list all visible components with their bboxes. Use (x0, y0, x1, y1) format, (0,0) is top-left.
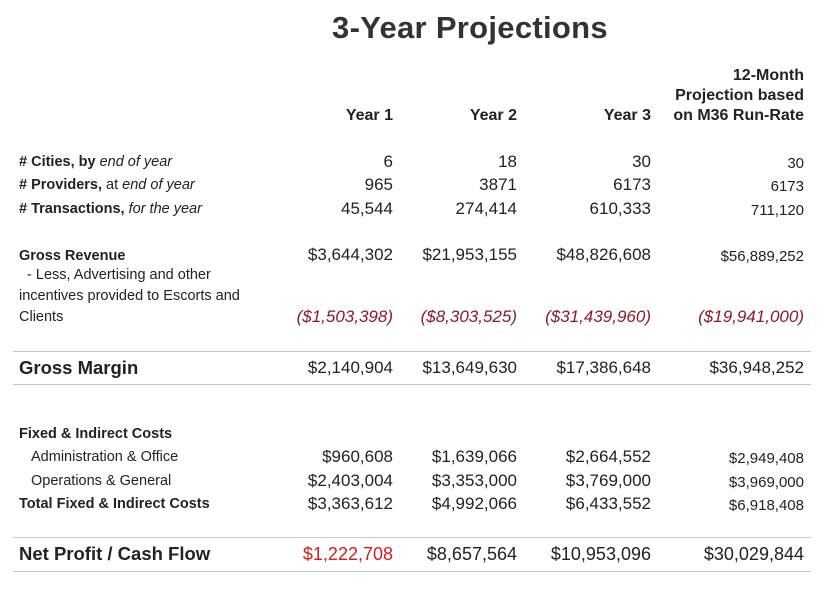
operations-general-proj: $3,969,000 (728, 474, 804, 491)
total-fixed-costs-y1: $3,363,612 (307, 494, 393, 513)
less-incentives-label-line1: - Less, Advertising and other (19, 267, 211, 283)
providers-y3: 6173 (613, 175, 651, 194)
divider-gross-margin-top (13, 351, 811, 352)
divider-net-profit-bottom (13, 571, 811, 572)
col-projection-header-line1: 12-Month (732, 67, 804, 84)
net-profit-proj: $30,029,844 (703, 544, 804, 564)
providers-y1: 965 (364, 175, 393, 194)
providers-proj: 6173 (770, 178, 804, 195)
gross-margin-label: Gross Margin (19, 357, 139, 378)
page-title: 3-Year Projections (332, 10, 608, 45)
total-fixed-costs-y2: $4,992,066 (431, 494, 517, 513)
col-projection-header-line2: Projection based (675, 87, 804, 104)
cities-y2: 18 (498, 152, 517, 171)
col-projection-header-line3: on M36 Run-Rate (673, 107, 804, 124)
gross-revenue-proj: $56,889,252 (720, 248, 804, 265)
gross-margin-y3: $17,386,648 (556, 358, 651, 377)
transactions-y3: 610,333 (589, 199, 651, 218)
fixed-costs-header: Fixed & Indirect Costs (19, 426, 173, 442)
less-incentives-proj: ($19,941,000) (698, 307, 804, 326)
net-profit-y2: $8,657,564 (426, 544, 517, 564)
less-incentives-y2: ($8,303,525) (420, 307, 517, 326)
gross-revenue-y2: $21,953,155 (422, 245, 517, 264)
cities-y1: 6 (383, 152, 393, 171)
col-year2-header: Year 2 (469, 107, 517, 124)
divider-gross-margin-bottom (13, 384, 811, 385)
total-fixed-costs-label: Total Fixed & Indirect Costs (19, 496, 210, 512)
gross-revenue-label: Gross Revenue (19, 248, 126, 264)
total-fixed-costs-proj: $6,918,408 (728, 497, 804, 514)
gross-margin-y1: $2,140,904 (307, 358, 393, 377)
admin-office-y2: $1,639,066 (431, 447, 517, 466)
gross-revenue-y3: $48,826,608 (556, 245, 651, 264)
less-incentives-label-line2: incentives provided to Escorts and (19, 288, 240, 304)
net-profit-label: Net Profit / Cash Flow (19, 543, 211, 564)
row-label-providers: # Providers, at end of year (19, 177, 195, 193)
net-profit-y3: $10,953,096 (550, 544, 651, 564)
gross-revenue-y1: $3,644,302 (307, 245, 393, 264)
operations-general-y2: $3,353,000 (431, 471, 517, 490)
admin-office-y3: $2,664,552 (565, 447, 651, 466)
col-year3-header: Year 3 (603, 107, 651, 124)
gross-margin-proj: $36,948,252 (709, 358, 804, 377)
gross-margin-y2: $13,649,630 (422, 358, 517, 377)
transactions-y2: 274,414 (455, 199, 517, 218)
transactions-y1: 45,544 (341, 199, 393, 218)
less-incentives-y1: ($1,503,398) (296, 307, 393, 326)
row-label-cities: # Cities, by end of year (19, 154, 173, 170)
less-incentives-label-line3: Clients (19, 309, 64, 325)
admin-office-y1: $960,608 (322, 447, 393, 466)
less-incentives-y3: ($31,439,960) (545, 307, 651, 326)
total-fixed-costs-y3: $6,433,552 (565, 494, 651, 513)
transactions-proj: 711,120 (750, 202, 804, 219)
net-profit-y1: $1,222,708 (302, 544, 393, 564)
row-label-transactions: # Transactions, for the year (19, 201, 202, 217)
admin-office-label: Administration & Office (31, 449, 179, 465)
divider-net-profit-top (13, 537, 811, 538)
operations-general-y3: $3,769,000 (565, 471, 651, 490)
cities-y3: 30 (632, 152, 651, 171)
cities-proj: 30 (787, 155, 804, 172)
operations-general-label: Operations & General (31, 473, 172, 489)
col-year1-header: Year 1 (345, 107, 393, 124)
admin-office-proj: $2,949,408 (728, 450, 804, 467)
operations-general-y1: $2,403,004 (307, 471, 393, 490)
providers-y2: 3871 (479, 175, 517, 194)
